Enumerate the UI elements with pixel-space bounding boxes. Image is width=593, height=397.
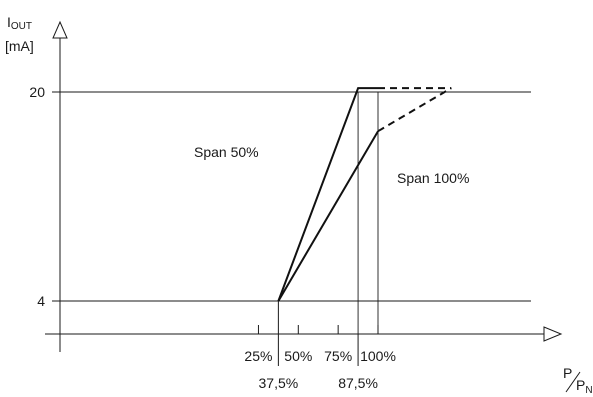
x-axis-label-denominator: PN — [576, 377, 593, 396]
series-label-span-50-: Span 50% — [194, 144, 259, 160]
x-tick-label-25: 25% — [244, 348, 272, 364]
x-tick-label-75: 75% — [324, 348, 352, 364]
series-span-50--solid — [277, 87, 378, 302]
x-axis-label-numerator: P — [563, 365, 572, 381]
y-tick-label-4: 4 — [37, 293, 45, 309]
x-axis-label-slash — [565, 371, 581, 393]
x-tick-label-50: 50% — [284, 348, 312, 364]
y-axis-unit: [mA] — [5, 38, 34, 54]
y-axis-label: IOUT — [7, 14, 32, 32]
x-axis-arrowhead — [543, 326, 563, 342]
y-tick-label-20: 20 — [29, 84, 45, 100]
x-tick-label-87.5: 87,5% — [338, 375, 378, 391]
reference-lines — [52, 91, 531, 302]
y-axis-arrowhead — [52, 20, 68, 39]
tick-labels: 4 20 25% 50% 75% 100% 37,5% 87,5% — [29, 84, 395, 391]
axis-ticks — [257, 301, 379, 366]
x-tick-label-37.5: 37,5% — [259, 375, 299, 391]
series-span-100--dashed — [377, 87, 452, 133]
vertical-marker-lines — [357, 92, 379, 334]
series-label-span-100-: Span 100% — [397, 170, 469, 186]
series-span-100--solid — [277, 130, 379, 302]
x-tick-label-100: 100% — [360, 348, 396, 364]
series-lines — [277, 87, 452, 302]
series-labels: Span 50% Span 100% — [194, 144, 469, 186]
